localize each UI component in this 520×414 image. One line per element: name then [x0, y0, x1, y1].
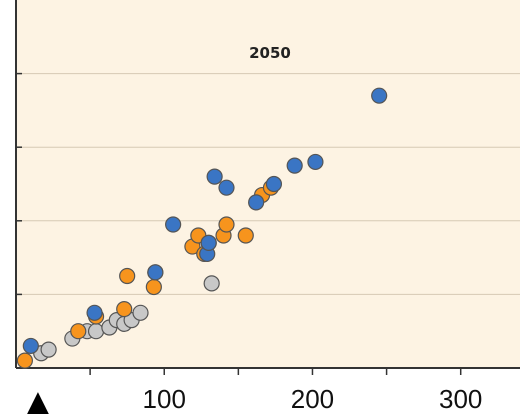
data-point	[203, 275, 220, 292]
data-point	[70, 323, 87, 340]
data-point	[371, 87, 388, 104]
data-point	[165, 216, 182, 233]
data-points	[16, 87, 388, 369]
gridlines	[16, 73, 520, 295]
y-axis	[15, 0, 22, 368]
data-point	[132, 304, 149, 321]
triangle-marker-icon: ▲	[25, 383, 52, 414]
data-point	[145, 278, 162, 296]
data-point	[206, 168, 223, 185]
data-point	[40, 341, 57, 358]
data-point	[218, 216, 235, 233]
x-axis	[16, 367, 520, 375]
data-point	[218, 179, 235, 196]
x-tick-label: 300	[439, 384, 482, 414]
data-point	[87, 323, 105, 340]
chart-title: 2050	[249, 44, 291, 62]
data-point	[237, 227, 254, 244]
data-point	[116, 301, 133, 318]
data-point	[286, 157, 303, 174]
data-point	[200, 234, 217, 251]
data-point	[16, 352, 33, 369]
data-point	[22, 337, 39, 355]
data-point	[248, 194, 265, 211]
x-tick-labels: 100 200 300	[143, 384, 483, 414]
data-point	[265, 175, 283, 193]
x-tick-label: 200	[291, 384, 334, 414]
x-tick-label: 100	[143, 384, 186, 414]
data-point	[86, 304, 103, 321]
data-point	[147, 264, 164, 281]
data-point	[119, 267, 136, 285]
data-point	[307, 153, 324, 171]
